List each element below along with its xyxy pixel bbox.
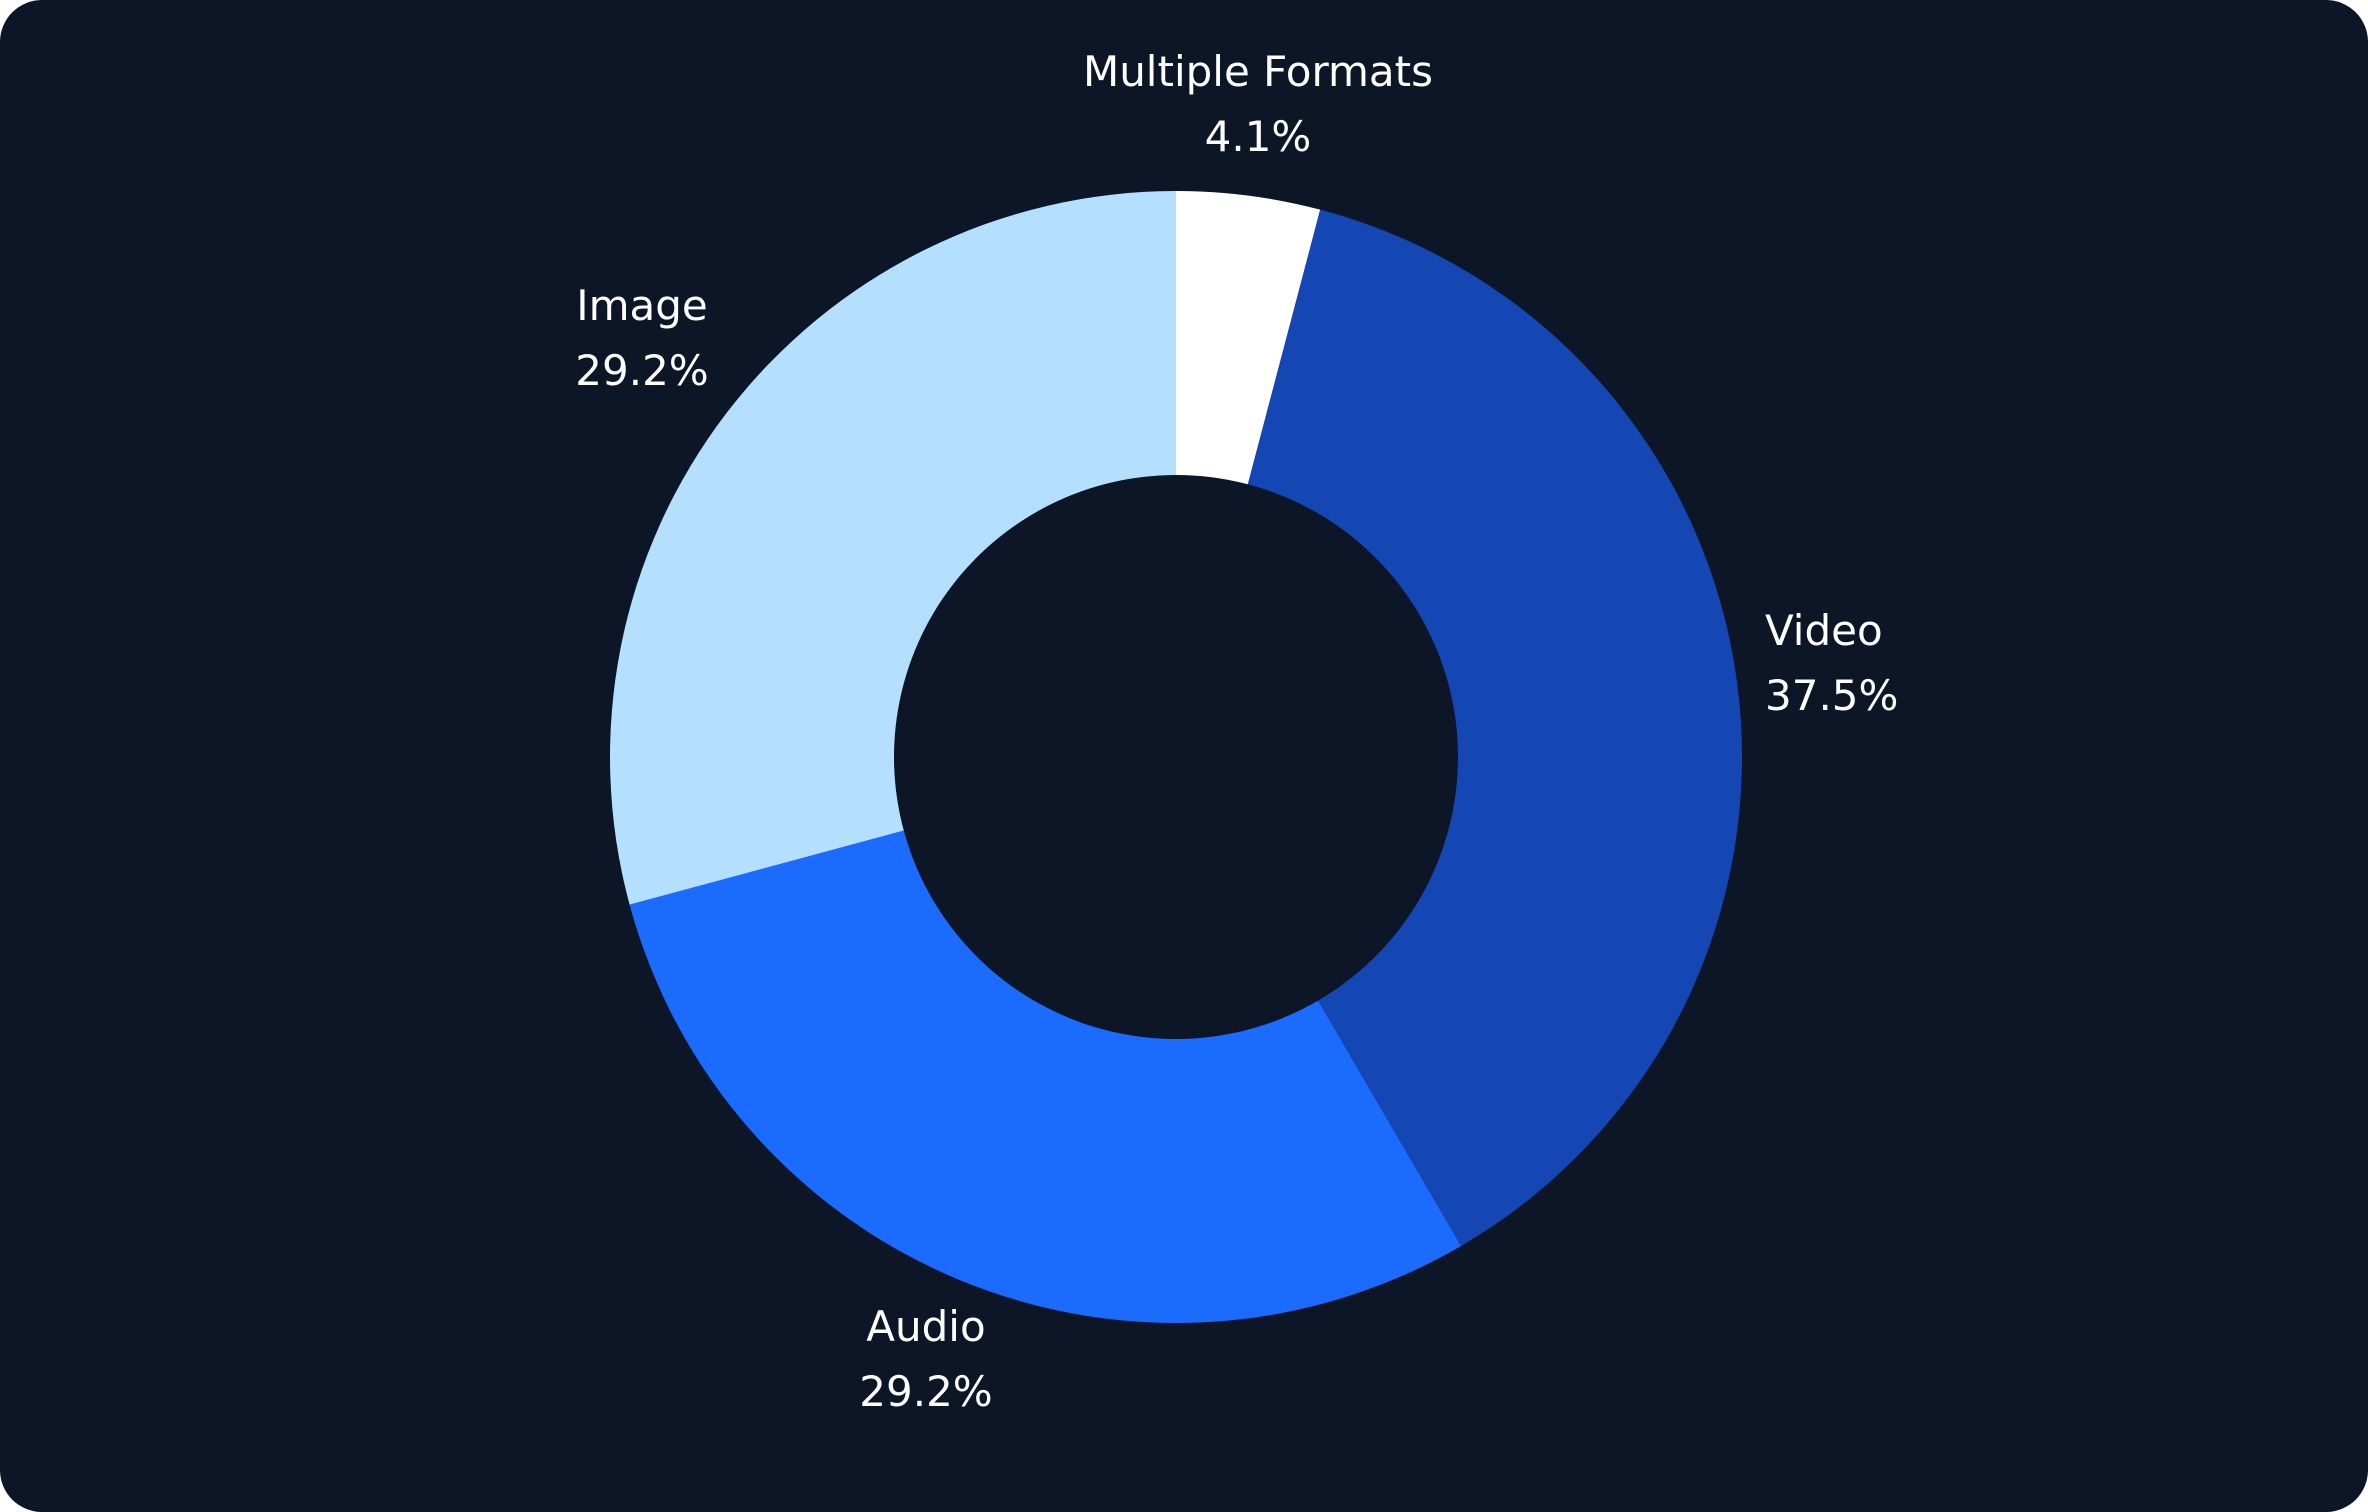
slice-multiple-formats	[1176, 191, 1321, 485]
slice-audio	[629, 830, 1462, 1323]
slice-label-audio: Audio	[866, 1302, 985, 1351]
slice-label-image: Image	[576, 281, 708, 330]
slices-group	[610, 191, 1742, 1323]
slice-value-image: 29.2%	[575, 346, 708, 395]
slice-image	[610, 191, 1176, 905]
slice-value-audio: 29.2%	[859, 1367, 992, 1416]
slice-label-multiple-formats: Multiple Formats	[1083, 47, 1433, 96]
slice-label-video: Video	[1765, 606, 1883, 655]
slice-value-multiple-formats: 4.1%	[1205, 112, 1312, 161]
slice-value-video: 37.5%	[1765, 671, 1898, 720]
labels-group: Multiple Formats 4.1% Video 37.5% Audio 29.2%…	[575, 47, 1898, 1416]
slice-video	[1247, 209, 1742, 1246]
